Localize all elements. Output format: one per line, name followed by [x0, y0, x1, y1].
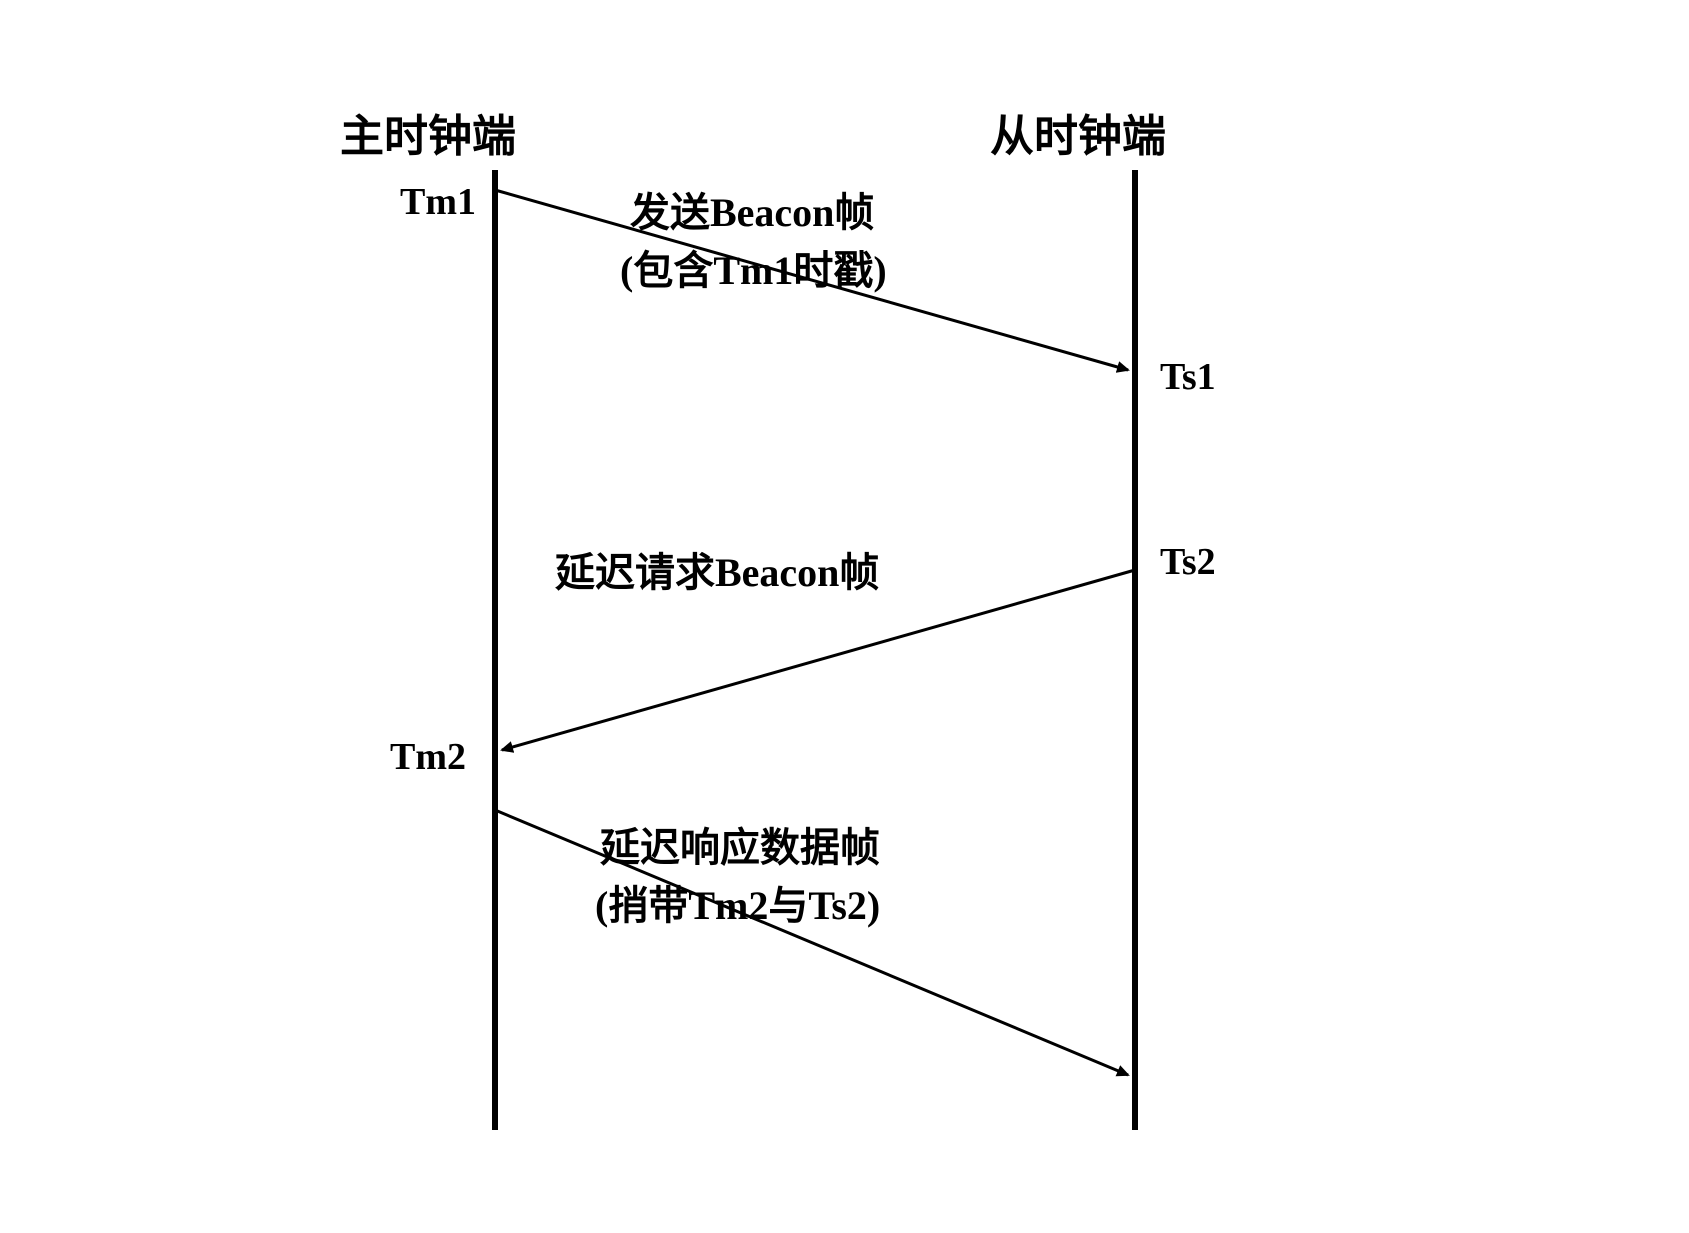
master-title: 主时钟端	[340, 100, 516, 164]
delay-response-label-line1: 延迟响应数据帧	[600, 815, 880, 873]
delay-request-label: 延迟请求Beacon帧	[555, 540, 879, 598]
ts1-label: Ts1	[1160, 355, 1216, 399]
slave-title: 从时钟端	[990, 100, 1166, 164]
tm1-label: Tm1	[400, 180, 476, 224]
ts2-label: Ts2	[1160, 540, 1216, 584]
beacon-label-line2: (包含Tm1时戳)	[620, 238, 887, 296]
beacon-label-line1: 发送Beacon帧	[630, 180, 874, 238]
delay-response-label-line2: (捎带Tm2与Ts2)	[595, 873, 880, 931]
tm2-label: Tm2	[390, 735, 466, 779]
sequence-diagram: 主时钟端 从时钟端 Tm1 Ts1 Ts2 Tm2 发送Beacon帧 (包含T…	[200, 90, 1400, 1150]
